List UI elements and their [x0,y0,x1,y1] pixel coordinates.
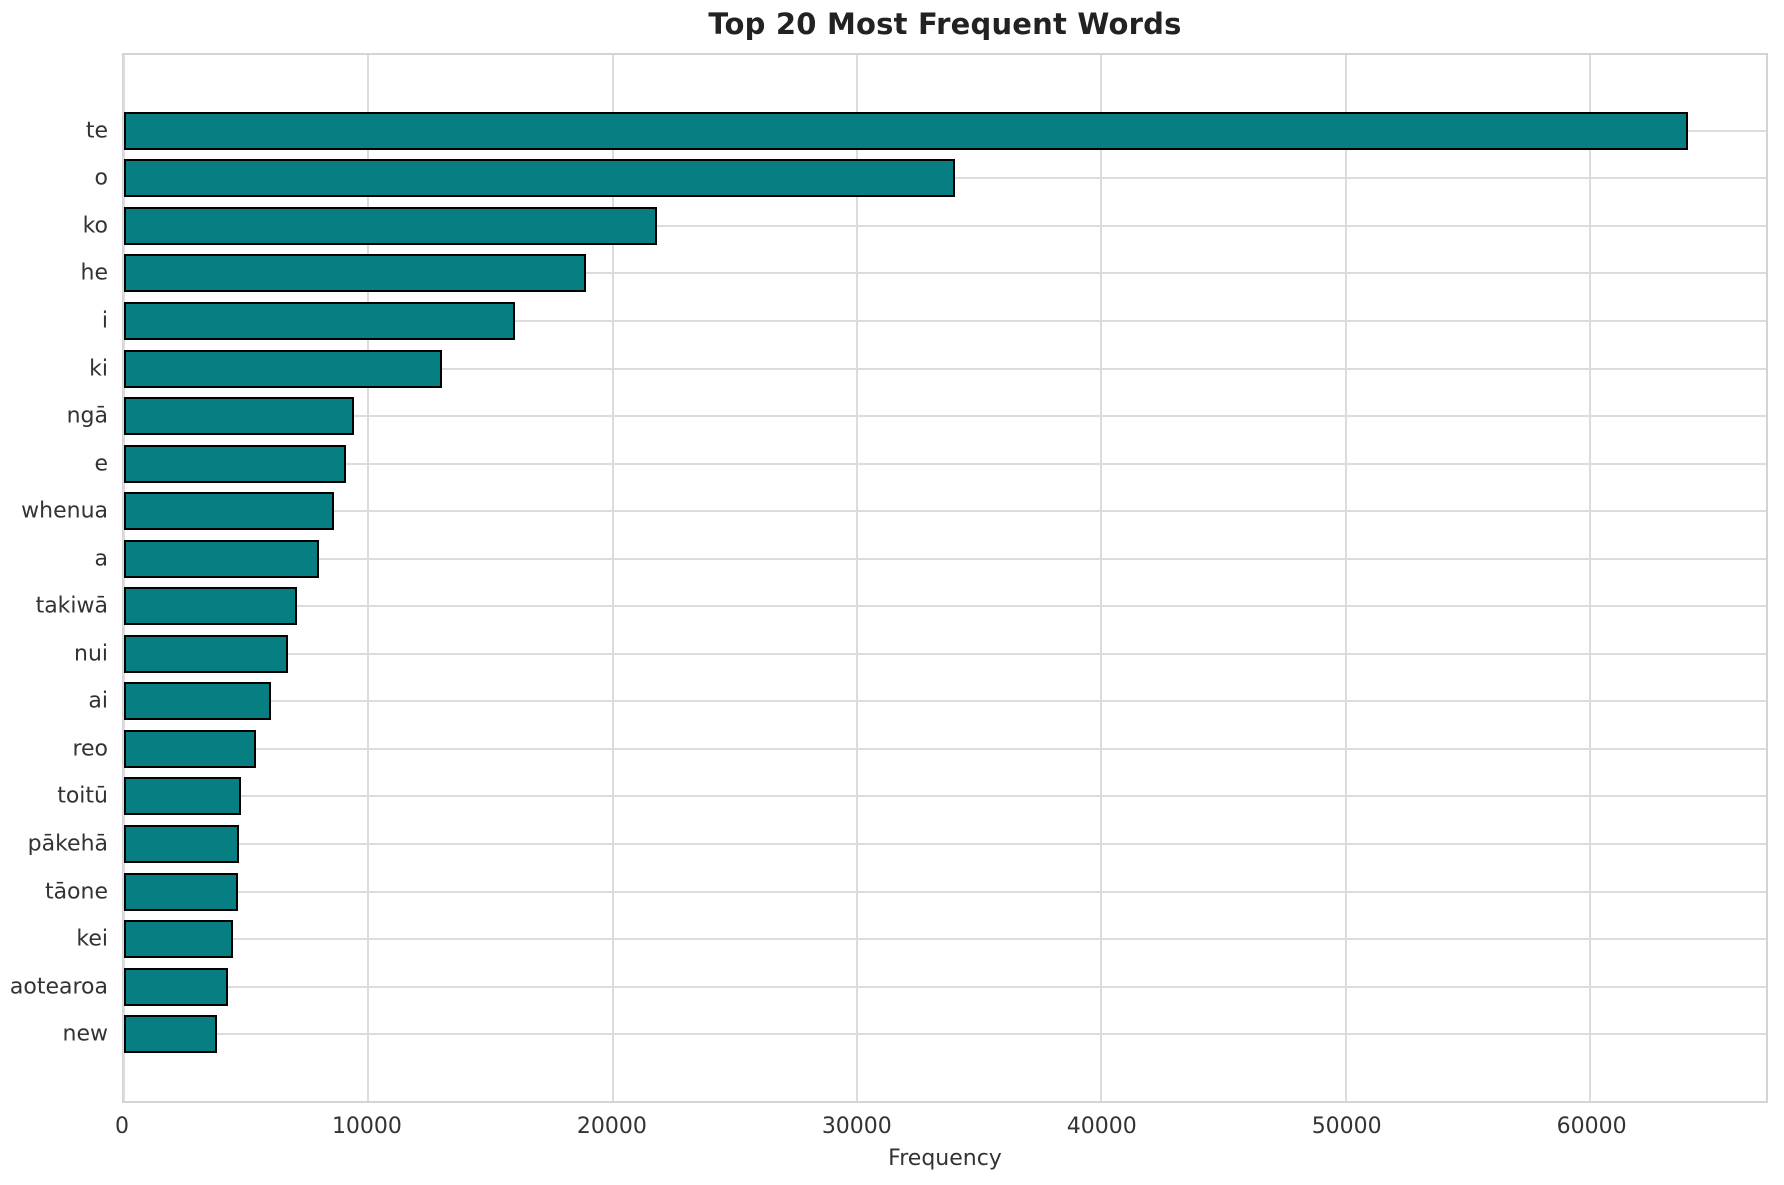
bar-reo [124,729,256,768]
y-tick-label: nui [74,641,108,667]
x-tick-label: 0 [115,1114,129,1139]
gridline-y [124,462,1766,465]
bar-te [124,111,1688,150]
gridline-x-10000 [367,55,370,1101]
bar-row: e [94,440,1766,488]
x-tick-label: 60000 [1556,1114,1627,1139]
bar-row: aotearoa [10,963,1766,1011]
gridline-y [124,272,1766,275]
bar-row: i [102,297,1766,345]
gridline-y [124,938,1766,941]
bar-ko [124,206,657,245]
bar-row: a [95,535,1766,583]
gridline-y [124,319,1766,322]
bar-row: he [81,250,1766,298]
gridline-x-50000 [1344,55,1347,1101]
gridline-x-30000 [856,55,859,1101]
gridline-y [124,700,1766,703]
x-tick-label: 20000 [576,1114,647,1139]
y-tick-label: new [62,1021,108,1047]
gridline-x-60000 [1589,55,1592,1101]
y-tick-label: a [94,546,108,572]
bar-aotearoa [124,967,228,1006]
bar-o [124,159,955,198]
bar-takiwā [124,587,298,626]
bar-a [124,539,320,578]
y-tick-label: whenua [21,498,108,524]
bar-i [124,301,515,340]
bar-row: reo [72,725,1766,773]
y-tick-label: ko [82,213,108,239]
gridline-y [124,985,1766,988]
bar-ai [124,682,271,721]
y-tick-label: ngā [66,403,108,429]
x-tick-label: 30000 [821,1114,892,1139]
x-tick-label: 40000 [1066,1114,1137,1139]
bar-toitū [124,777,242,816]
gridline-x-20000 [611,55,614,1101]
gridline-y [124,510,1766,513]
bar-row: nui [74,630,1766,678]
gridline-y [124,557,1766,560]
chart-title: Top 20 Most Frequent Words [708,7,1182,41]
gridline-y [124,605,1766,608]
bar-rows: te o ko he i ki ngā e whenua a takiwā nui ai reo toitū… [10,55,1766,1101]
bar-e [124,444,347,483]
y-tick-label: ki [89,356,108,381]
gridline-x-0 [123,55,125,1101]
bar-he [124,254,586,293]
bar-row: pākehā [28,820,1766,868]
bar-nui [124,634,288,673]
bar-tāone [124,872,239,911]
bar-row: ngā [67,392,1766,440]
bar-kei [124,920,233,959]
y-tick-label: aotearoa [9,974,108,1000]
gridline-y [124,747,1766,750]
x-tick-label: 50000 [1311,1114,1382,1139]
gridline-y [124,415,1766,418]
bar-row: tāone [45,868,1766,916]
gridline-x-40000 [1100,55,1103,1101]
bar-pākehā [124,824,240,863]
gridline-y [124,652,1766,655]
bar-row: takiwā [36,582,1766,630]
y-tick-label: reo [72,736,108,762]
vertical-gridlines [123,55,1766,1101]
gridline-y [124,890,1766,893]
y-tick-label: ai [88,688,108,714]
y-tick-label: te [85,118,108,144]
y-tick-label: kei [76,926,108,952]
bar-row: kei [76,915,1766,963]
gridline-y [124,367,1766,370]
bar-whenua [124,492,335,531]
y-tick-label: tāone [44,879,108,905]
bar-ki [124,349,442,388]
gridline-y [124,795,1766,798]
bar-new [124,1015,217,1054]
y-tick-label: pākehā [27,831,108,857]
bar-row: ko [83,202,1766,250]
bar-row: ai [88,678,1766,726]
y-tick-label: toitū [57,783,108,809]
bar-row: o [95,155,1766,203]
gridline-y [124,224,1766,227]
bar-row: ki [89,345,1766,393]
gridline-y [124,842,1766,845]
bar-row: new [63,1010,1766,1058]
x-tick-label: 10000 [331,1114,402,1139]
y-tick-label: takiwā [35,593,108,619]
plot-area: te o ko he i ki ngā e whenua a takiwā nui ai reo toitū… [10,53,1768,1103]
x-axis-label: Frequency [888,1146,1002,1171]
bar-row: toitū [57,773,1766,821]
y-tick-label: he [80,260,108,286]
y-tick-label: o [94,165,108,191]
bar-ngā [124,397,354,436]
y-tick-label: i [101,308,108,334]
bar-row: whenua [21,487,1766,535]
y-tick-label: e [94,451,108,477]
bar-row: te [86,107,1766,155]
gridline-y [124,1033,1766,1036]
